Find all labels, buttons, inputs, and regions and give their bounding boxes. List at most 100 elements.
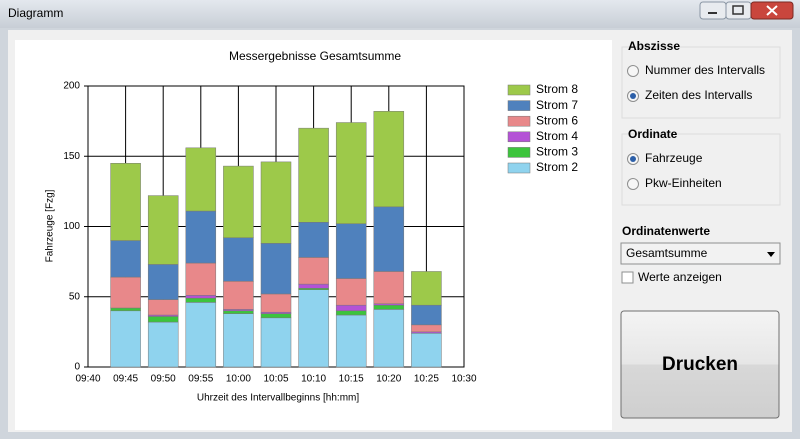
- bar-segment: [373, 309, 405, 368]
- dropdown-arrow: [767, 252, 775, 257]
- group-label: Abszisse: [628, 39, 680, 53]
- y-tick-label: 50: [69, 291, 81, 302]
- x-tick-label: 10:30: [451, 374, 476, 385]
- legend-swatch: [507, 131, 531, 143]
- x-tick-label: 10:25: [414, 374, 439, 385]
- y-tick-label: 100: [63, 221, 80, 232]
- print-button-label: Drucken: [662, 354, 738, 375]
- y-tick-label: 0: [74, 362, 80, 373]
- title-bar: [0, 0, 800, 28]
- x-tick-label: 10:15: [339, 374, 364, 385]
- y-tick-label: 150: [63, 151, 80, 162]
- bar-segment: [260, 313, 292, 319]
- bar-segment: [260, 243, 292, 295]
- maximize-icon: [732, 5, 744, 15]
- radio-button[interactable]: [627, 65, 639, 77]
- legend-label: Strom 6: [536, 113, 578, 127]
- group-box: [621, 133, 781, 206]
- bar-segment: [185, 147, 217, 212]
- bar-segment: [185, 295, 217, 299]
- dropdown[interactable]: [620, 242, 781, 265]
- minimize-icon: [708, 12, 717, 14]
- bar-segment: [411, 324, 442, 333]
- radio-dot: [630, 156, 636, 162]
- bar-segment: [147, 264, 179, 300]
- legend-swatch: [507, 100, 531, 111]
- bar-segment: [335, 304, 367, 312]
- legend-swatch: [507, 147, 531, 158]
- y-axis-label: Fahrzeuge [Fzg]: [45, 189, 56, 262]
- bar-segment: [373, 304, 405, 310]
- bar-segment: [223, 281, 254, 310]
- radio-label: Fahrzeuge: [645, 151, 703, 165]
- bar-segment: [185, 297, 217, 303]
- bar-segment: [298, 257, 329, 285]
- minimize-button[interactable]: [699, 1, 727, 20]
- bar-segment: [185, 262, 217, 296]
- x-tick-label: 10:00: [226, 374, 251, 385]
- x-tick-label: 09:45: [113, 374, 138, 385]
- legend-label: Strom 4: [536, 129, 578, 143]
- bar-segment: [335, 314, 367, 368]
- legend-label: Strom 8: [536, 82, 578, 96]
- chart-title: Messergebnisse Gesamtsumme: [229, 49, 401, 63]
- x-tick-label: 10:05: [263, 374, 288, 385]
- radio-button[interactable]: [627, 178, 639, 190]
- x-tick-label: 09:50: [151, 374, 176, 385]
- dropdown-label: Ordinatenwerte: [622, 224, 710, 238]
- legend-label: Strom 7: [536, 98, 578, 112]
- bar-segment: [298, 283, 329, 289]
- x-tick-label: 10:20: [376, 374, 401, 385]
- x-axis-label: Uhrzeit des Intervallbeginns [hh:mm]: [197, 393, 360, 404]
- bar-segment: [335, 223, 367, 279]
- bar-segment: [411, 271, 442, 306]
- bar-segment: [298, 127, 329, 223]
- legend-swatch: [507, 162, 531, 174]
- legend-swatch: [507, 115, 531, 127]
- bar-segment: [147, 299, 179, 316]
- bar-segment: [110, 307, 141, 312]
- print-button[interactable]: [620, 310, 780, 419]
- bar-segment: [147, 316, 179, 323]
- legend-swatch: [507, 84, 531, 96]
- checkbox[interactable]: [621, 271, 634, 284]
- bar-segment: [260, 317, 292, 368]
- group-box: [621, 46, 781, 119]
- y-tick-label: 200: [63, 81, 80, 92]
- bar-segment: [147, 321, 179, 368]
- group-label: Ordinate: [628, 127, 678, 141]
- bar-segment: [373, 206, 405, 272]
- bar-segment: [298, 222, 329, 258]
- bar-segment: [223, 310, 254, 314]
- radio-label: Nummer des Intervalls: [645, 63, 765, 77]
- radio-label: Zeiten des Intervalls: [645, 88, 752, 102]
- x-tick-label: 10:10: [301, 374, 326, 385]
- legend-label: Strom 3: [536, 145, 578, 159]
- bar-segment: [260, 161, 292, 244]
- dropdown-value: Gesamtsumme: [626, 246, 708, 260]
- x-tick-label: 09:40: [75, 374, 100, 385]
- bar-segment: [223, 313, 254, 368]
- bar-segment: [223, 165, 254, 238]
- bar-segment: [110, 163, 141, 241]
- radio-dot: [630, 93, 636, 99]
- bar-segment: [110, 276, 141, 309]
- bar-segment: [110, 310, 141, 368]
- bar-segment: [335, 310, 367, 316]
- maximize-button[interactable]: [725, 1, 752, 20]
- window-title: Diagramm: [8, 6, 63, 20]
- bar-segment: [373, 111, 405, 208]
- bar-segment: [335, 278, 367, 306]
- legend-label: Strom 2: [536, 160, 578, 174]
- bar-segment: [373, 271, 405, 305]
- bar-segment: [411, 333, 442, 368]
- x-tick-label: 09:55: [188, 374, 213, 385]
- bar-segment: [110, 240, 141, 278]
- checkbox-label: Werte anzeigen: [638, 270, 722, 284]
- bar-segment: [411, 304, 442, 326]
- bar-segment: [298, 289, 329, 368]
- close-icon: [766, 5, 778, 16]
- bar-segment: [335, 122, 367, 224]
- radio-label: Pkw-Einheiten: [645, 176, 722, 190]
